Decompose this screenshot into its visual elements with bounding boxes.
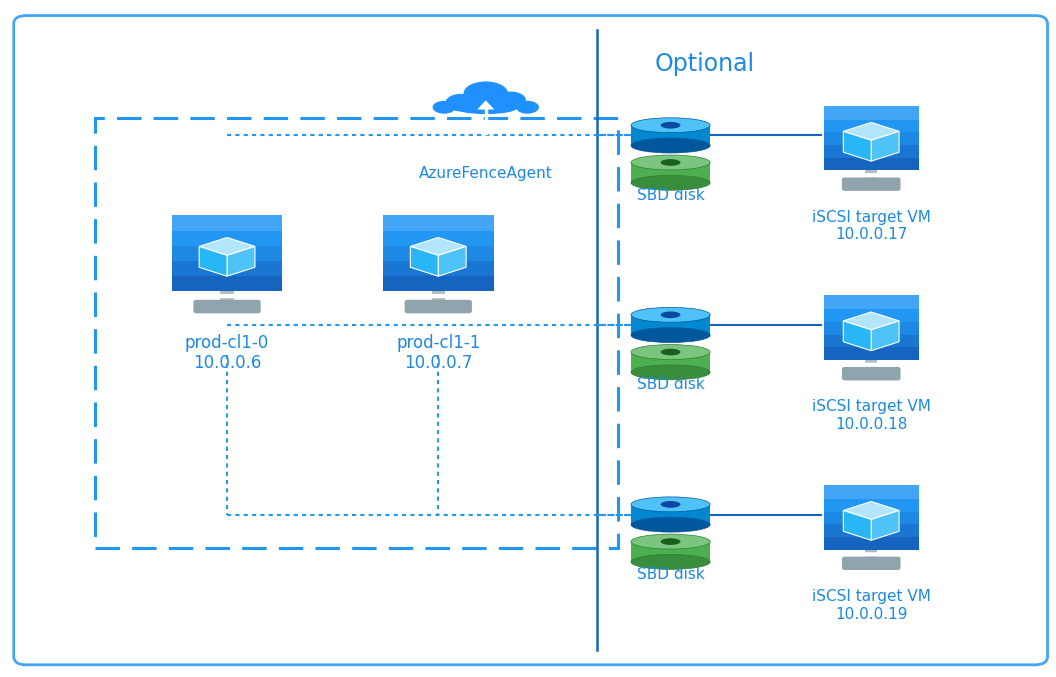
Bar (631, 352, 710, 372)
Bar (866, 171, 876, 179)
Ellipse shape (453, 100, 518, 114)
Polygon shape (871, 131, 899, 161)
FancyBboxPatch shape (842, 367, 901, 380)
Bar (824, 295, 919, 309)
Bar (631, 504, 710, 525)
Bar (866, 360, 876, 369)
Bar (824, 485, 919, 499)
Bar (631, 162, 710, 183)
Bar (171, 215, 283, 232)
Ellipse shape (631, 175, 711, 190)
Ellipse shape (661, 349, 680, 355)
FancyBboxPatch shape (842, 177, 901, 191)
Text: prod-cl1-0: prod-cl1-0 (185, 334, 269, 352)
Bar (824, 523, 919, 537)
Ellipse shape (433, 101, 455, 114)
Polygon shape (411, 246, 438, 276)
Ellipse shape (464, 81, 508, 106)
Bar (171, 230, 283, 246)
Polygon shape (438, 246, 466, 276)
Text: SBD disk: SBD disk (637, 567, 704, 582)
Bar (824, 333, 919, 347)
Text: iSCSI target VM: iSCSI target VM (812, 399, 930, 414)
Ellipse shape (661, 538, 680, 545)
FancyBboxPatch shape (193, 300, 261, 313)
Bar (824, 498, 919, 512)
Polygon shape (411, 238, 466, 255)
Text: iSCSI target VM: iSCSI target VM (812, 210, 930, 225)
Ellipse shape (631, 534, 711, 549)
Polygon shape (844, 123, 899, 140)
Text: 10.0.0.7: 10.0.0.7 (404, 354, 472, 372)
Bar (383, 260, 494, 276)
Text: prod-cl1-1: prod-cl1-1 (396, 334, 480, 352)
Bar (221, 291, 233, 302)
Polygon shape (227, 246, 254, 276)
Bar (824, 131, 919, 145)
Polygon shape (200, 246, 227, 276)
Polygon shape (200, 238, 254, 255)
Ellipse shape (661, 122, 680, 129)
Bar (866, 550, 876, 559)
Text: SBD disk: SBD disk (637, 188, 704, 202)
Ellipse shape (631, 138, 711, 153)
Ellipse shape (446, 94, 475, 112)
Ellipse shape (631, 118, 711, 133)
Bar (824, 118, 919, 133)
Text: 10.0.0.18: 10.0.0.18 (835, 417, 907, 432)
Polygon shape (844, 510, 871, 540)
Polygon shape (844, 321, 871, 351)
Bar (824, 144, 919, 158)
Bar (631, 542, 710, 562)
Ellipse shape (496, 91, 526, 109)
FancyBboxPatch shape (842, 556, 901, 570)
Ellipse shape (631, 554, 711, 569)
Text: Optional: Optional (655, 52, 755, 77)
Text: 10.0.0.19: 10.0.0.19 (835, 607, 907, 621)
Text: 10.0.0.6: 10.0.0.6 (193, 354, 261, 372)
Ellipse shape (661, 159, 680, 166)
Bar (171, 260, 283, 276)
Bar (432, 291, 445, 302)
Polygon shape (871, 510, 899, 540)
Bar (824, 536, 919, 550)
Bar (171, 245, 283, 261)
Ellipse shape (631, 497, 711, 512)
Bar (824, 321, 919, 334)
FancyBboxPatch shape (14, 16, 1048, 665)
Bar (824, 510, 919, 524)
Polygon shape (871, 321, 899, 351)
Ellipse shape (631, 328, 711, 343)
Ellipse shape (661, 501, 680, 508)
Ellipse shape (516, 101, 539, 114)
Text: AzureFenceAgent: AzureFenceAgent (419, 166, 552, 181)
Bar (824, 308, 919, 322)
Polygon shape (844, 131, 871, 161)
Polygon shape (844, 312, 899, 330)
Polygon shape (844, 502, 899, 519)
Ellipse shape (631, 307, 711, 322)
Bar (171, 275, 283, 291)
Bar (631, 125, 710, 146)
Bar (824, 156, 919, 171)
FancyBboxPatch shape (95, 118, 618, 548)
Text: SBD disk: SBD disk (637, 377, 704, 392)
Text: 10.0.0.17: 10.0.0.17 (835, 227, 907, 242)
Bar (824, 346, 919, 360)
Bar (824, 106, 919, 120)
Ellipse shape (661, 311, 680, 318)
Ellipse shape (631, 517, 711, 532)
Bar (631, 315, 710, 335)
Bar (383, 215, 494, 232)
Polygon shape (477, 100, 494, 110)
Ellipse shape (631, 155, 711, 170)
Bar (383, 230, 494, 246)
Ellipse shape (631, 365, 711, 380)
Ellipse shape (631, 345, 711, 359)
FancyBboxPatch shape (404, 300, 472, 313)
Text: iSCSI target VM: iSCSI target VM (812, 589, 930, 604)
Bar (383, 245, 494, 261)
Bar (383, 275, 494, 291)
